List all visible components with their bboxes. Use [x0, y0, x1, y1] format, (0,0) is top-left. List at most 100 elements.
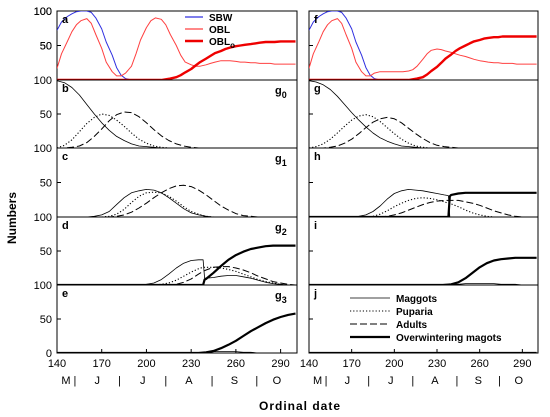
panel-c: c g1 100 50 — [34, 143, 298, 218]
panel-letter: f — [314, 14, 318, 26]
y-axis-label: Numbers — [5, 192, 19, 244]
y-tick-label: 50 — [40, 41, 52, 53]
legend-label: SBW — [209, 13, 233, 24]
month-label: M — [313, 375, 322, 387]
series-line-obl — [309, 18, 537, 77]
series-line-sbw — [309, 11, 537, 80]
x-tick-label: 200 — [137, 358, 155, 370]
series-group — [57, 11, 296, 80]
month-label: O — [273, 375, 282, 387]
panel-h: h — [308, 147, 539, 218]
y-tick-label: 100 — [34, 6, 52, 18]
panel-letter: e — [62, 288, 68, 300]
series-line-maggots — [309, 80, 537, 148]
series-line-adults — [309, 199, 537, 217]
series-line-obl — [57, 17, 296, 77]
series-line-overwintering-magots — [57, 244, 296, 285]
x-tick-label: 260 — [471, 358, 489, 370]
legend-bottom: Maggots Puparia Adults Overwintering magots — [350, 294, 502, 344]
generation-label: g2 — [275, 222, 287, 237]
month-label: J — [94, 375, 100, 387]
panel-frame — [308, 147, 539, 218]
series-group — [57, 184, 296, 217]
y-tick-label: 50 — [40, 109, 52, 121]
month-separator: | — [411, 375, 414, 387]
month-label: O — [515, 375, 524, 387]
y-tick-label: 100 — [34, 75, 52, 87]
x-tick-label: 260 — [227, 358, 245, 370]
month-label: S — [475, 375, 482, 387]
y-tick-label: 100 — [34, 6, 52, 18]
series-line-adults — [57, 111, 296, 148]
series-line-puparia — [57, 191, 296, 217]
panel-frame — [56, 284, 298, 354]
panel-letter: h — [314, 151, 321, 163]
series-line-maggots — [57, 189, 296, 217]
y-tick-label: 100 — [34, 212, 52, 224]
panel-g: g — [308, 79, 539, 149]
month-separator: | — [255, 375, 258, 387]
panel-letter: j — [313, 288, 317, 300]
series-line-adults — [57, 266, 296, 285]
panel-d: d g2 100 50 — [34, 212, 298, 286]
panel-letter: d — [62, 220, 69, 232]
month-label: J — [140, 375, 146, 387]
generation-label: g3 — [275, 290, 287, 305]
panel-frame — [56, 216, 298, 286]
panel-frame — [308, 216, 539, 286]
series-line-puparia — [309, 114, 537, 148]
panel-frame — [308, 79, 539, 149]
series-group — [57, 80, 296, 148]
axes-extra: 140 170 200 230 260 290 M J | J | A | S | O | 140 170 200 23… — [48, 13, 532, 387]
x-axis-label: Ordinal date — [259, 399, 341, 413]
x-tick-label: 200 — [385, 358, 403, 370]
x-tick-label: 140 — [300, 358, 318, 370]
y-tick-label: 50 — [40, 41, 52, 53]
panel-frame — [308, 10, 539, 81]
month-separator: | — [73, 375, 76, 387]
month-label: A — [185, 375, 193, 387]
panel-letter: i — [314, 220, 317, 232]
month-label: M — [61, 375, 70, 387]
series-group — [309, 80, 537, 148]
series-line-overwintering-magots — [309, 256, 537, 285]
panel-i: i — [308, 216, 539, 286]
series-line-overwintering-magots — [57, 312, 296, 353]
legend-label: Maggots — [396, 294, 438, 305]
legend-label: Puparia — [396, 307, 433, 318]
panel-letter: g — [314, 83, 321, 95]
y-tick-label: 100 — [34, 280, 52, 292]
series-line-maggots — [57, 80, 296, 148]
month-separator: | — [325, 375, 328, 387]
series-line-oblo — [309, 35, 537, 80]
series-line-puparia — [57, 113, 296, 148]
series-line-adults — [309, 116, 537, 148]
month-separator: | — [211, 375, 214, 387]
series-line-oblo — [57, 40, 296, 80]
month-separator: | — [164, 375, 167, 387]
series-line-overwintering-magots — [309, 191, 537, 217]
generation-label: g1 — [275, 153, 287, 168]
x-tick-label: 230 — [428, 358, 446, 370]
y-tick-label: 50 — [40, 246, 52, 258]
legend-label: OBL — [209, 25, 230, 36]
month-label: J — [388, 375, 394, 387]
panel-e: e g3 100 50 0 — [34, 280, 298, 360]
panel-letter: c — [62, 151, 68, 163]
series-line-puparia — [57, 266, 296, 285]
x-tick-label: 290 — [271, 358, 289, 370]
month-label: A — [431, 375, 439, 387]
panel-letter: a — [62, 14, 69, 26]
panels: a 100 50 100 50 f b g0 100 50 g c g1 100 50 h d g2 100 50 i e… — [34, 6, 539, 360]
y-tick-label: 100 — [34, 143, 52, 155]
series-line-maggots — [309, 189, 537, 217]
panel-j: j — [308, 284, 539, 354]
x-tick-label: 290 — [513, 358, 531, 370]
series-group — [57, 244, 296, 285]
generation-label: g0 — [275, 85, 287, 100]
panel-letter: b — [62, 83, 69, 95]
series-group — [309, 256, 537, 285]
month-separator: | — [118, 375, 121, 387]
